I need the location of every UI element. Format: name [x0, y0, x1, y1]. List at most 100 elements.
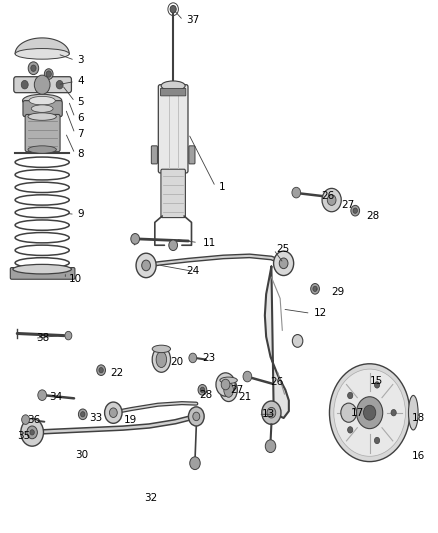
Ellipse shape — [152, 347, 170, 372]
Ellipse shape — [28, 146, 57, 154]
Text: 37: 37 — [186, 15, 199, 26]
FancyBboxPatch shape — [151, 146, 157, 164]
Text: 5: 5 — [77, 96, 84, 107]
Circle shape — [200, 387, 205, 392]
Circle shape — [131, 233, 140, 244]
Circle shape — [262, 401, 281, 424]
Circle shape — [334, 369, 406, 456]
Text: 6: 6 — [77, 112, 84, 123]
Circle shape — [348, 392, 353, 399]
Circle shape — [311, 284, 319, 294]
Ellipse shape — [220, 378, 237, 401]
Ellipse shape — [22, 94, 62, 107]
Circle shape — [188, 407, 204, 426]
Circle shape — [351, 205, 360, 216]
Circle shape — [44, 69, 53, 79]
Text: 19: 19 — [124, 415, 137, 425]
FancyBboxPatch shape — [161, 169, 185, 217]
Circle shape — [243, 371, 252, 382]
Text: 36: 36 — [27, 415, 40, 425]
Text: 38: 38 — [36, 333, 50, 343]
Circle shape — [292, 335, 303, 348]
Circle shape — [329, 364, 410, 462]
Ellipse shape — [15, 49, 69, 59]
Text: 33: 33 — [89, 413, 102, 423]
Text: 11: 11 — [202, 238, 215, 247]
Circle shape — [30, 430, 34, 435]
Ellipse shape — [152, 345, 170, 353]
Circle shape — [274, 251, 293, 276]
Text: 12: 12 — [314, 308, 328, 318]
Circle shape — [292, 187, 300, 198]
Text: 32: 32 — [144, 492, 157, 503]
Circle shape — [27, 426, 37, 439]
Text: 24: 24 — [186, 266, 199, 276]
Circle shape — [170, 5, 176, 13]
Circle shape — [136, 253, 156, 278]
Circle shape — [65, 332, 72, 340]
Text: 13: 13 — [262, 409, 275, 419]
Circle shape — [353, 208, 357, 213]
Polygon shape — [265, 266, 289, 418]
Ellipse shape — [28, 113, 57, 120]
Text: 30: 30 — [75, 450, 88, 460]
Circle shape — [21, 415, 29, 424]
Circle shape — [374, 382, 380, 388]
Circle shape — [313, 286, 317, 292]
Text: 9: 9 — [77, 209, 84, 220]
Circle shape — [31, 65, 36, 71]
Text: 1: 1 — [219, 182, 226, 192]
FancyBboxPatch shape — [189, 146, 195, 164]
FancyBboxPatch shape — [11, 268, 75, 279]
Ellipse shape — [156, 352, 166, 368]
Text: 20: 20 — [170, 357, 183, 367]
Circle shape — [110, 408, 117, 417]
Circle shape — [46, 71, 51, 77]
FancyBboxPatch shape — [25, 115, 60, 152]
Circle shape — [190, 457, 200, 470]
Text: 26: 26 — [271, 377, 284, 387]
Circle shape — [341, 403, 357, 422]
FancyBboxPatch shape — [160, 88, 186, 96]
Text: 8: 8 — [77, 149, 84, 159]
Circle shape — [221, 379, 230, 390]
Circle shape — [348, 427, 353, 433]
Circle shape — [142, 260, 150, 271]
Circle shape — [81, 411, 85, 417]
Ellipse shape — [13, 264, 71, 274]
Circle shape — [189, 353, 197, 363]
Polygon shape — [15, 38, 69, 54]
Circle shape — [34, 75, 50, 94]
Ellipse shape — [31, 105, 53, 112]
FancyBboxPatch shape — [23, 101, 62, 117]
Circle shape — [391, 409, 396, 416]
Text: 4: 4 — [77, 77, 84, 86]
Text: 22: 22 — [111, 368, 124, 378]
Circle shape — [198, 384, 207, 395]
Text: 25: 25 — [277, 245, 290, 254]
Ellipse shape — [29, 96, 55, 105]
Circle shape — [193, 412, 200, 421]
Circle shape — [105, 402, 122, 423]
Text: 23: 23 — [202, 353, 215, 363]
Text: 27: 27 — [341, 200, 354, 211]
Text: 34: 34 — [49, 392, 63, 402]
FancyBboxPatch shape — [158, 85, 188, 173]
Text: 21: 21 — [239, 392, 252, 402]
Circle shape — [279, 258, 288, 269]
Circle shape — [21, 418, 43, 446]
Circle shape — [267, 407, 276, 418]
Circle shape — [28, 62, 39, 75]
Text: 7: 7 — [77, 128, 84, 139]
Text: 3: 3 — [77, 55, 84, 65]
Circle shape — [56, 80, 63, 89]
Ellipse shape — [409, 395, 418, 430]
Circle shape — [327, 195, 336, 205]
Circle shape — [216, 373, 235, 396]
Text: 28: 28 — [367, 211, 380, 221]
Text: 15: 15 — [370, 376, 383, 386]
Circle shape — [357, 397, 383, 429]
Text: 29: 29 — [332, 287, 345, 297]
Text: 18: 18 — [412, 413, 425, 423]
Ellipse shape — [161, 81, 185, 91]
